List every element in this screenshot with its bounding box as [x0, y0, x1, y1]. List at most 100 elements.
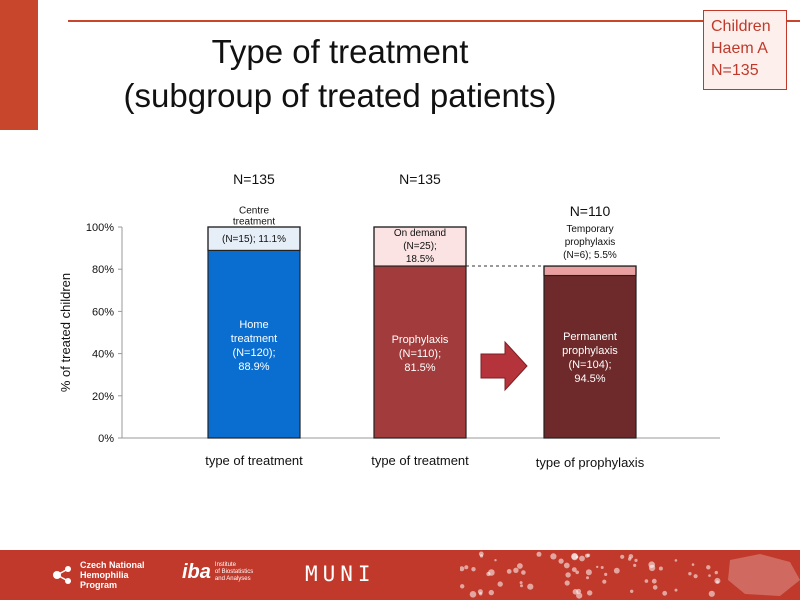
bar-0-seg-0-label-1: treatment	[231, 333, 277, 345]
footer-dot	[674, 588, 678, 592]
cnhp-line-1: Czech National	[80, 560, 145, 570]
footer-bar: Czech National Hemophilia Program iba In…	[0, 550, 800, 600]
y-axis-label: % of treated children	[58, 273, 73, 392]
footer-dot	[648, 564, 656, 572]
footer-dot	[652, 585, 658, 590]
footer-dot	[460, 566, 465, 572]
footer-dot	[519, 581, 523, 585]
footer-dot	[564, 580, 570, 586]
footer-dot	[471, 567, 476, 572]
bar-1-seg-0-label-1: (N=110);	[399, 348, 441, 360]
title-line-1: Type of treatment	[211, 33, 469, 70]
footer-dot	[586, 576, 589, 580]
footer-dot	[506, 569, 512, 574]
bar-2-n-label: N=110	[570, 203, 611, 219]
footer-dot	[630, 589, 634, 593]
bar-0-seg-1-title-1: treatment	[233, 217, 275, 228]
bar-2-segment-0	[544, 275, 636, 438]
footer-dots-decoration	[460, 551, 800, 599]
footer-dot	[674, 559, 678, 562]
footer-dot	[651, 578, 657, 584]
bar-0-n-label: N=135	[233, 171, 275, 187]
footer-dot	[550, 553, 557, 560]
bar-0-seg-1-title-0: Centre	[239, 206, 269, 217]
footer-dot	[576, 592, 583, 599]
footer-dot	[585, 553, 589, 558]
footer-dot	[563, 562, 570, 569]
category-label-1: type of treatment	[371, 453, 469, 468]
bar-0-outline	[207, 226, 301, 439]
footer-dot	[662, 590, 668, 596]
footer-dot	[658, 566, 663, 571]
bar-1-seg-1-label-0: On demand	[394, 228, 446, 239]
bar-1-seg-1-label-1: (N=25);	[403, 241, 437, 252]
footer-dot	[620, 554, 625, 559]
footer-dot	[708, 574, 711, 577]
footer-dot	[714, 570, 718, 575]
bar-0-seg-1-label-0: (N=15); 11.1%	[222, 234, 286, 245]
cohort-badge: Children Haem A N=135	[703, 10, 787, 90]
bar-2-outline	[543, 265, 637, 439]
footer-dot	[585, 569, 592, 576]
bar-2-seg-0-label-1: prophylaxis	[562, 345, 618, 357]
footer-dot	[486, 571, 491, 577]
footer-dot	[708, 590, 715, 597]
cnhp-network-icon	[53, 566, 71, 584]
footer-dot	[479, 592, 483, 596]
iba-logo: iba Institute of Biostatistics and Analy…	[182, 561, 253, 584]
bar-0-seg-0-label-3: 88.9%	[238, 361, 269, 373]
badge-line-2: Haem A	[711, 40, 768, 57]
slide-title: Type of treatment (subgroup of treated p…	[60, 30, 620, 118]
cnhp-logo: Czech National Hemophilia Program	[52, 560, 145, 590]
bar-1-seg-0-label-2: 81.5%	[404, 362, 435, 374]
bar-0-segment-0	[208, 250, 300, 438]
footer-dot	[571, 567, 577, 572]
category-label-0: type of treatment	[205, 453, 303, 468]
footer-dot	[464, 565, 469, 570]
footer-dot	[602, 579, 607, 584]
footer-dot	[613, 567, 620, 574]
y-tick-label-2: 40%	[92, 349, 114, 361]
iba-line-3: and Analyses	[214, 576, 251, 582]
footer-dot	[494, 559, 497, 562]
footer-dot	[688, 572, 692, 576]
cnhp-line-2: Hemophilia	[80, 570, 129, 580]
footer-dot	[469, 591, 477, 598]
badge-line-1: Children	[711, 18, 771, 35]
y-tick-label-1: 20%	[92, 391, 114, 403]
iba-wordmark: iba	[182, 561, 211, 583]
y-tick-label-5: 100%	[86, 222, 114, 234]
footer-dot	[600, 566, 604, 569]
footer-dot	[536, 551, 542, 557]
map-silhouette-icon	[728, 554, 800, 596]
bar-0-seg-0-label-2: (N=120);	[232, 347, 275, 359]
footer-dot	[572, 589, 579, 595]
footer-dot	[520, 584, 523, 588]
bar-2-seg-1-label-2: (N=6); 5.5%	[563, 250, 617, 261]
bar-0-seg-0-label-0: Home	[239, 319, 268, 331]
footer-dot	[521, 570, 526, 575]
top-rule	[68, 20, 800, 22]
bar-1-seg-0-label-0: Prophylaxis	[392, 334, 449, 346]
bar-1-segment-0	[374, 266, 466, 438]
bar-2-seg-1-label-1: prophylaxis	[565, 237, 616, 248]
footer-dot	[693, 574, 698, 579]
footer-dot	[513, 567, 519, 573]
title-line-2: (subgroup of treated patients)	[123, 77, 557, 114]
footer-dot	[604, 572, 608, 576]
footer-dot	[488, 589, 494, 596]
cnhp-line-3: Program	[80, 580, 118, 590]
footer-dot	[460, 584, 465, 589]
y-tick-label-4: 80%	[92, 264, 114, 276]
muni-logo: MUNI	[305, 562, 376, 586]
footer-dot	[479, 554, 484, 558]
accent-bar	[0, 0, 38, 130]
footer-dot	[571, 553, 578, 560]
stacked-bar-chart: 0% 20% 40% 60% 80% 100% % of treated children N…	[58, 171, 720, 470]
footer-dot	[575, 570, 579, 575]
iba-line-1: Institute	[214, 562, 236, 568]
y-tick-label-0: 0%	[98, 433, 114, 445]
category-label-2: type of prophylaxis	[536, 455, 645, 470]
bar-2-seg-1-label-0: Temporary	[566, 224, 613, 235]
bar-2-seg-0-label-2: (N=104);	[568, 359, 611, 371]
